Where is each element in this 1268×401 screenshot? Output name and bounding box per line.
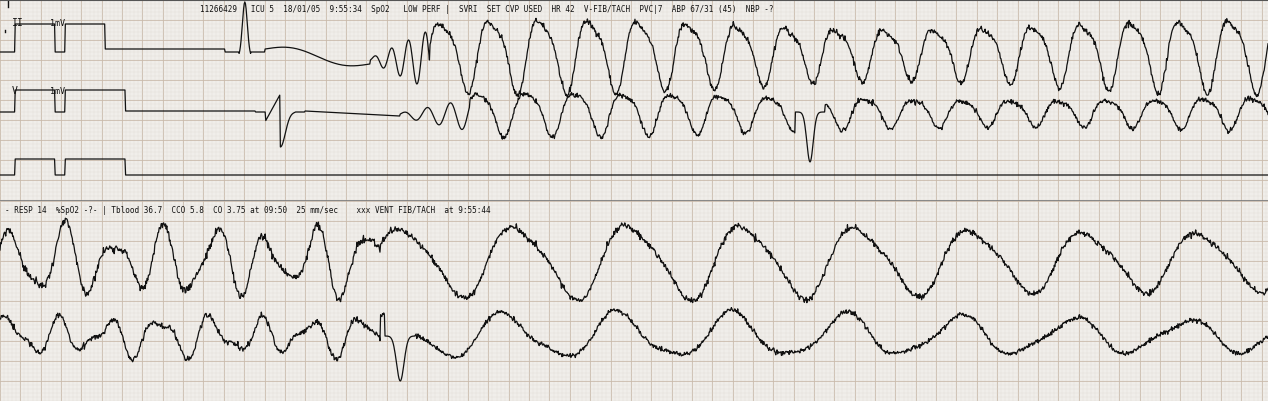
Text: II: II: [11, 18, 24, 28]
Text: 1mV: 1mV: [49, 18, 65, 27]
Text: V: V: [11, 86, 18, 96]
Text: 1mV: 1mV: [49, 86, 65, 95]
Text: - RESP 14  %SpO2 -?- | Tblood 36.7  CCO 5.8  CO 3.75 at 09:50  25 mm/sec    xxx : - RESP 14 %SpO2 -?- | Tblood 36.7 CCO 5.…: [5, 205, 491, 215]
Text: 11266429   ICU 5  18/01/05  9:55:34  SpO2   LOW PERF |  SVRI  SET CVP USED  HR 4: 11266429 ICU 5 18/01/05 9:55:34 SpO2 LOW…: [200, 5, 773, 14]
